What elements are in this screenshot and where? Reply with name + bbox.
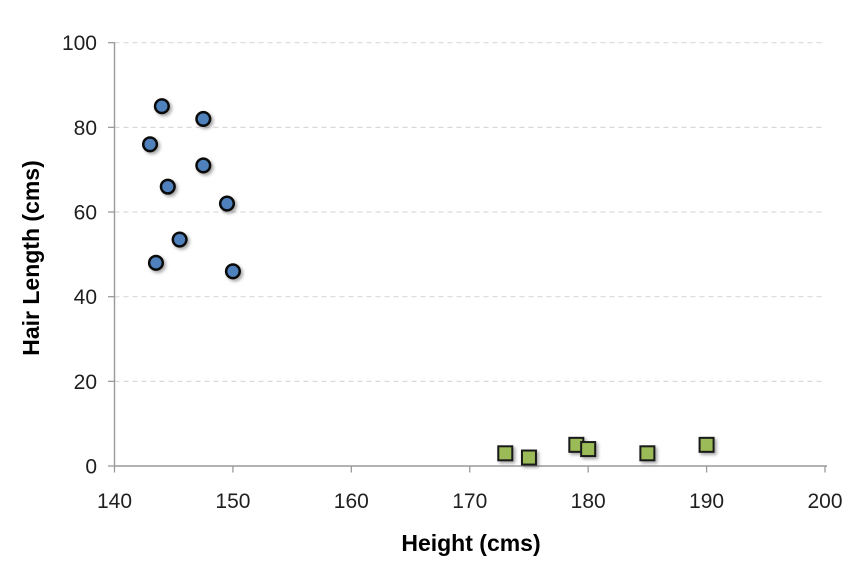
point-blue-circles-7 [218, 195, 236, 212]
axis-ticks [108, 42, 826, 473]
y-tick-label-80: 80 [74, 117, 97, 140]
axes [113, 42, 827, 467]
x-tick-label-150: 150 [215, 490, 250, 513]
gridlines [114, 42, 825, 382]
y-tick-label-0: 0 [85, 456, 97, 479]
x-tick-label-160: 160 [334, 490, 369, 513]
point-blue-circles-1 [147, 254, 164, 271]
point-blue-circles-4 [171, 231, 188, 248]
y-tick-label-20: 20 [74, 371, 97, 394]
point-green-squares-3 [580, 441, 597, 458]
point-blue-circles-0 [141, 136, 159, 153]
y-tick-label-100: 100 [62, 32, 97, 55]
point-blue-circles-5 [195, 110, 212, 127]
y-tick-label-40: 40 [74, 286, 97, 309]
point-green-squares-4 [639, 445, 656, 462]
y-axis-title: Hair Length (cms) [18, 160, 44, 356]
point-green-squares-5 [698, 436, 715, 453]
data-points [141, 98, 715, 466]
y-tick-label-60: 60 [74, 202, 97, 225]
point-blue-circles-6 [195, 157, 212, 174]
point-blue-circles-3 [159, 178, 176, 195]
axis-tick-labels: 140 150 160 170 180 190 200 0 20 40 60 80 100 [62, 32, 843, 513]
point-blue-circles-2 [153, 98, 170, 115]
x-tick-label-200: 200 [807, 490, 842, 513]
point-blue-circles-8 [224, 263, 241, 280]
x-tick-label-190: 190 [689, 490, 724, 513]
x-tick-label-180: 180 [571, 490, 606, 513]
x-axis-title: Height (cms) [401, 530, 540, 556]
point-green-squares-0 [497, 445, 514, 462]
point-green-squares-1 [520, 449, 537, 466]
x-tick-label-140: 140 [97, 490, 132, 513]
x-tick-label-170: 170 [452, 490, 487, 513]
